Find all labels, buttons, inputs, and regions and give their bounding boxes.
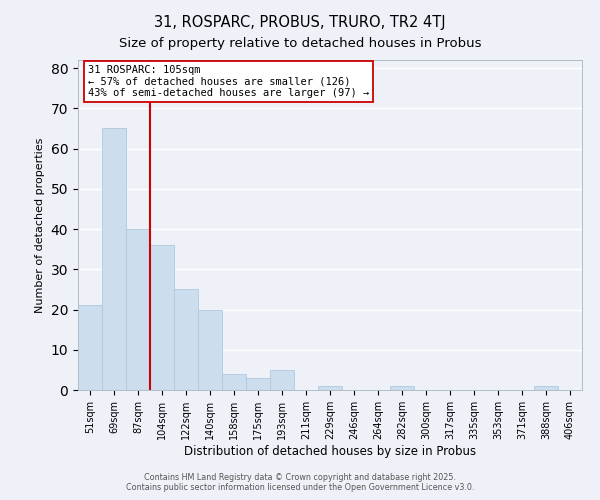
Bar: [534, 386, 558, 390]
Text: 31 ROSPARC: 105sqm
← 57% of detached houses are smaller (126)
43% of semi-detach: 31 ROSPARC: 105sqm ← 57% of detached hou…: [88, 65, 370, 98]
Bar: [150, 245, 174, 390]
Bar: [174, 290, 198, 390]
X-axis label: Distribution of detached houses by size in Probus: Distribution of detached houses by size …: [184, 444, 476, 458]
Bar: [390, 386, 414, 390]
Bar: [78, 306, 102, 390]
Y-axis label: Number of detached properties: Number of detached properties: [35, 138, 45, 312]
Bar: [318, 386, 342, 390]
Bar: [246, 378, 270, 390]
Bar: [102, 128, 126, 390]
Text: Contains HM Land Registry data © Crown copyright and database right 2025.
Contai: Contains HM Land Registry data © Crown c…: [126, 473, 474, 492]
Bar: [270, 370, 294, 390]
Text: Size of property relative to detached houses in Probus: Size of property relative to detached ho…: [119, 38, 481, 51]
Text: 31, ROSPARC, PROBUS, TRURO, TR2 4TJ: 31, ROSPARC, PROBUS, TRURO, TR2 4TJ: [154, 15, 446, 30]
Bar: [198, 310, 222, 390]
Bar: [222, 374, 246, 390]
Bar: [126, 229, 150, 390]
